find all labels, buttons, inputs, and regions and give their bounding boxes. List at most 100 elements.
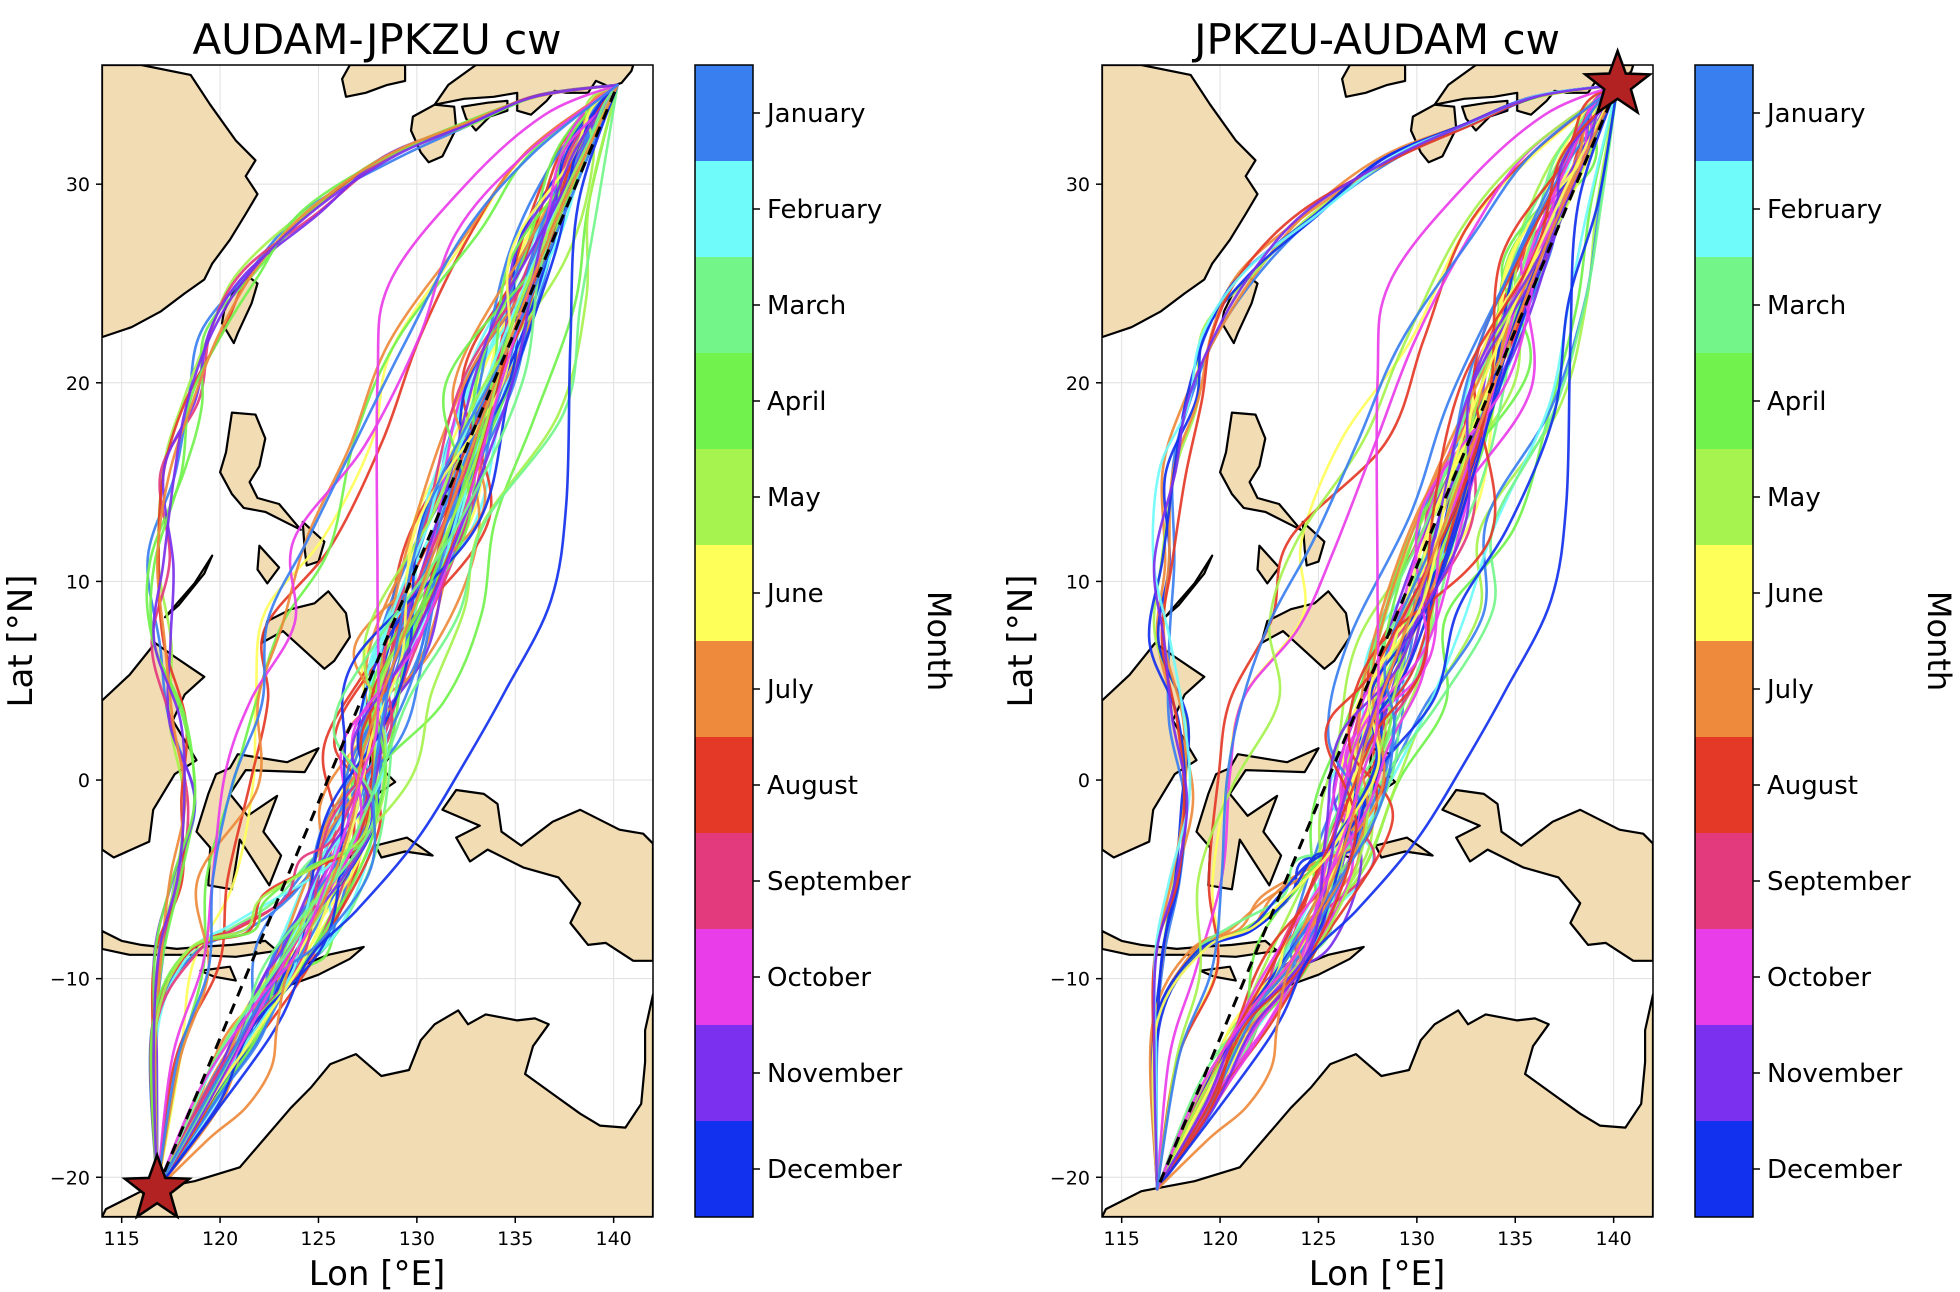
landmass (1441, 788, 1653, 962)
shipping-routes (1147, 83, 1619, 1191)
x-tick-label: 125 (300, 1228, 336, 1250)
colorbar-title: Month (1920, 591, 1958, 691)
route-line (155, 83, 619, 1191)
colorbar-month-label: January (1765, 99, 1866, 129)
route-line (155, 83, 619, 1191)
great-circle-route (1155, 84, 1619, 1190)
landmass (256, 544, 281, 585)
landmass (102, 993, 653, 1217)
landmass (433, 65, 635, 116)
colorbar-month-label: December (1767, 1155, 1902, 1185)
landmass (1220, 276, 1259, 345)
landmass (374, 836, 434, 859)
landmass (102, 65, 259, 339)
colorbar-month-label: March (1767, 291, 1846, 321)
map-frame (1101, 64, 1654, 1218)
x-tick-label: 130 (1399, 1228, 1435, 1250)
landmass (1256, 544, 1281, 585)
y-tick-label: −20 (1050, 1167, 1090, 1189)
colorbar-swatch (1695, 1121, 1753, 1218)
colorbar-month-label: July (765, 675, 814, 705)
y-tick-label: 10 (1066, 571, 1090, 593)
route-line (1155, 83, 1619, 1191)
landmass (219, 411, 302, 531)
map-area (102, 65, 653, 1217)
colorbar-month-label: March (767, 291, 846, 321)
x-tick-label: 140 (1596, 1228, 1632, 1250)
colorbar-month-label: June (1765, 579, 1824, 609)
map-panel-audam-jpkzu: AUDAM-JPKZU cw 115 120 125 130 135 140 30 20 10… (1, 15, 654, 1292)
colorbar-month-label: May (1767, 483, 1821, 513)
y-tick-label: −10 (50, 969, 90, 991)
x-tick-label: 120 (1202, 1228, 1238, 1250)
colorbar-month-label: September (1767, 867, 1911, 897)
colorbar-swatch (695, 641, 753, 738)
route-line (1155, 83, 1619, 1191)
colorbar-swatch (695, 1025, 753, 1122)
x-tick-label: 135 (497, 1228, 533, 1250)
colorbar-title: Month (920, 591, 958, 691)
y-tick-label: −20 (50, 1167, 90, 1189)
y-tick-label: −10 (1050, 969, 1090, 991)
colorbar-swatch (695, 737, 753, 834)
x-tick-label: 125 (1300, 1228, 1336, 1250)
colorbar-month-label: July (1765, 675, 1814, 705)
route-line (155, 83, 619, 1191)
route-line (155, 83, 619, 1191)
route-line (1155, 83, 1619, 1191)
route-line (155, 83, 619, 1191)
colorbar-swatch (695, 353, 753, 450)
colorbar-month-label: April (767, 387, 826, 417)
colorbar-swatch (695, 545, 753, 642)
route-line (1155, 83, 1619, 1191)
colorbar-month-label: June (765, 579, 824, 609)
y-axis-ticks: 30 20 10 0 −10 −20 (50, 174, 102, 1189)
panel-title: JPKZU-AUDAM cw (1191, 15, 1560, 64)
y-tick-label: 0 (1078, 770, 1090, 792)
landmass (195, 747, 320, 891)
colorbar-month-label: February (767, 195, 882, 225)
colorbar-swatch (1695, 641, 1753, 738)
colorbar-swatch (695, 1121, 753, 1218)
colorbar-swatch (695, 257, 753, 354)
route-line (155, 83, 619, 1191)
y-tick-label: 20 (66, 373, 90, 395)
route-line (149, 83, 619, 1191)
colorbar-month-label: October (1767, 963, 1871, 993)
great-circle-route (155, 84, 619, 1190)
colorbar-swatch (1695, 929, 1753, 1026)
landmass (1219, 411, 1302, 531)
colorbar-month-label: November (1767, 1059, 1903, 1089)
colorbar-right: Month January February March April May June Ju… (1694, 64, 1958, 1218)
landmass (1409, 103, 1458, 164)
y-axis-label: Lat [°N] (1001, 575, 1041, 708)
x-tick-label: 115 (1104, 1228, 1140, 1250)
colorbar-month-label: April (1767, 387, 1826, 417)
colorbar-month-label: August (1767, 771, 1858, 801)
colorbar-swatch (695, 449, 753, 546)
colorbar-month-label: October (767, 963, 871, 993)
x-axis-label: Lon [°E] (1309, 1254, 1446, 1292)
colorbar-swatch (1695, 353, 1753, 450)
colorbar-swatch (695, 833, 753, 930)
landmass (409, 103, 458, 164)
colorbar-frame (1694, 64, 1754, 1218)
landmass (1301, 520, 1326, 567)
origin-port-star (1581, 47, 1654, 116)
x-tick-label: 115 (104, 1228, 140, 1250)
landmass (1102, 65, 1259, 339)
landmass (1260, 590, 1351, 670)
x-axis-ticks: 115 120 125 130 135 140 (104, 1217, 632, 1250)
colorbar-month-label: December (767, 1155, 902, 1185)
colorbar-month-label: May (767, 483, 821, 513)
landmass (441, 788, 653, 962)
map-area (1102, 65, 1653, 1217)
landmass (102, 929, 279, 958)
colorbar-swatch (1695, 257, 1753, 354)
colorbar-swatch (1695, 1025, 1753, 1122)
route-line (155, 83, 619, 1191)
y-tick-label: 20 (1066, 373, 1090, 395)
colorbar-swatch (1695, 449, 1753, 546)
route-line (1155, 83, 1619, 1191)
